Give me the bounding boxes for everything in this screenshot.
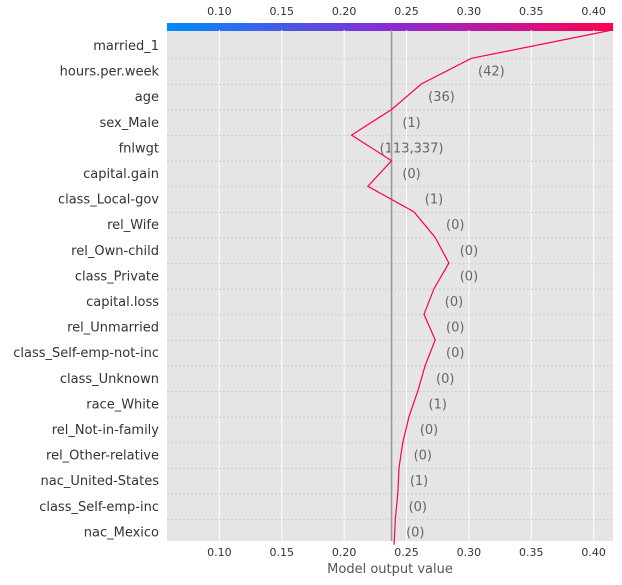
- feature-name-label: nac_Mexico: [84, 525, 159, 540]
- decision-path-line: [350, 29, 613, 545]
- feature-value-label: (0): [460, 269, 478, 284]
- feature-value-label: (0): [409, 500, 427, 515]
- feature-name-label: rel_Wife: [107, 218, 159, 233]
- bottom-tick-label: 0.30: [457, 546, 482, 559]
- feature-name-label: sex_Male: [99, 116, 159, 131]
- bottom-tick-label: 0.35: [519, 546, 544, 559]
- top-tick-label: 0.15: [270, 5, 295, 18]
- feature-rows: married_1 (1) hours.per.week (42) age (36) sex…: [13, 39, 613, 540]
- feature-name-label: hours.per.week: [60, 65, 160, 80]
- feature-value-label: (1): [429, 397, 447, 412]
- axis-ticks: 0.10 0.10 0.15 0.15 0.20 0.20 0.25 0.25 0.30 0.30…: [207, 5, 606, 559]
- bottom-tick-label: 0.25: [394, 546, 419, 559]
- feature-name-label: class_Private: [75, 269, 159, 284]
- bottom-tick-label: 0.15: [270, 546, 295, 559]
- feature-name-label: class_Unknown: [60, 372, 159, 387]
- top-tick-label: 0.20: [332, 5, 357, 18]
- top-tick-label: 0.30: [457, 5, 482, 18]
- feature-value-label: (0): [446, 218, 464, 233]
- top-tick-label: 0.25: [394, 5, 419, 18]
- grid: [218, 30, 595, 541]
- feature-value-label: (0): [436, 372, 454, 387]
- feature-value-label: (0): [414, 449, 432, 464]
- feature-name-label: class_Self-emp-not-inc: [13, 346, 159, 361]
- feature-value-label: (0): [445, 295, 463, 310]
- bottom-tick-label: 0.10: [207, 546, 232, 559]
- bottom-tick-label: 0.20: [332, 546, 357, 559]
- feature-name-label: rel_Other-relative: [46, 449, 159, 464]
- feature-value-label: (42): [478, 65, 505, 80]
- feature-name-label: race_White: [86, 397, 159, 412]
- feature-value-label: (36): [428, 90, 455, 105]
- feature-value-label: (1): [402, 116, 420, 131]
- top-tick-label: 0.40: [581, 5, 606, 18]
- feature-name-label: capital.gain: [83, 167, 159, 182]
- feature-name-label: rel_Own-child: [71, 244, 159, 259]
- feature-name-label: age: [135, 90, 159, 105]
- feature-value-label: (0): [446, 321, 464, 336]
- feature-name-label: capital.loss: [86, 295, 159, 310]
- feature-value-label: (1): [425, 193, 443, 208]
- feature-value-label: (0): [460, 244, 478, 259]
- bottom-tick-label: 0.40: [581, 546, 606, 559]
- feature-value-label: (0): [406, 525, 424, 540]
- feature-value-label: (1): [410, 474, 428, 489]
- feature-name-label: rel_Unmarried: [67, 321, 159, 336]
- feature-name-label: rel_Not-in-family: [52, 423, 160, 438]
- top-tick-label: 0.35: [519, 5, 544, 18]
- feature-name-label: nac_United-States: [41, 474, 160, 489]
- plot-panel: [167, 30, 613, 541]
- feature-name-label: fnlwgt: [119, 141, 159, 156]
- feature-name-label: class_Self-emp-inc: [39, 500, 159, 515]
- feature-name-label: class_Local-gov: [58, 193, 159, 208]
- feature-value-label: (0): [402, 167, 420, 182]
- feature-value-label: (0): [420, 423, 438, 438]
- top-tick-label: 0.10: [207, 5, 232, 18]
- x-axis-label: Model output value: [327, 562, 453, 577]
- colorbar: [167, 23, 613, 31]
- feature-name-label: married_1: [93, 39, 159, 54]
- feature-value-label: (113,337): [380, 141, 444, 156]
- feature-value-label: (0): [446, 346, 464, 361]
